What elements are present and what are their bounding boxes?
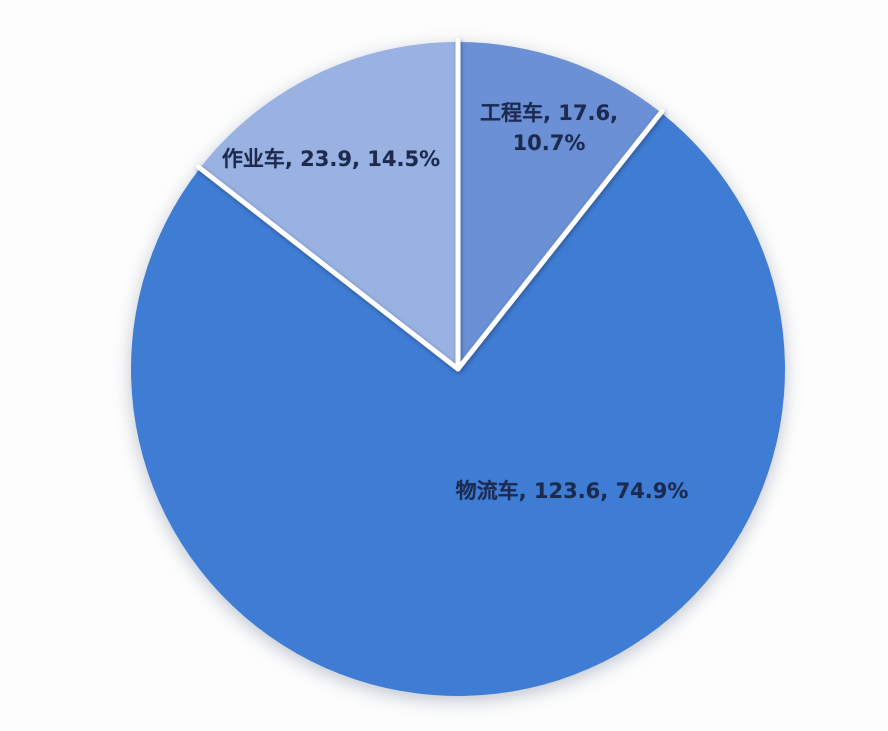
pie-separator	[455, 108, 665, 372]
pie-separators	[195, 37, 665, 372]
label-gongchengche: 工程车, 17.6, 10.7%	[480, 98, 618, 158]
label-line: 作业车, 23.9, 14.5%	[221, 147, 441, 171]
label-line: 工程车, 17.6,	[479, 101, 619, 125]
label-wuliuche: 物流车, 123.6, 74.9%	[456, 476, 689, 506]
pie-separator	[195, 164, 461, 372]
pie-slice-2	[130, 112, 785, 696]
label-line: 10.7%	[512, 131, 586, 155]
pie-slices	[130, 42, 785, 696]
pie-slice-3	[199, 42, 459, 369]
label-zuoyeche: 作业车, 23.9, 14.5%	[222, 144, 440, 174]
label-line: 物流车, 123.6, 74.9%	[455, 479, 689, 503]
pie-slice-1	[458, 42, 662, 369]
